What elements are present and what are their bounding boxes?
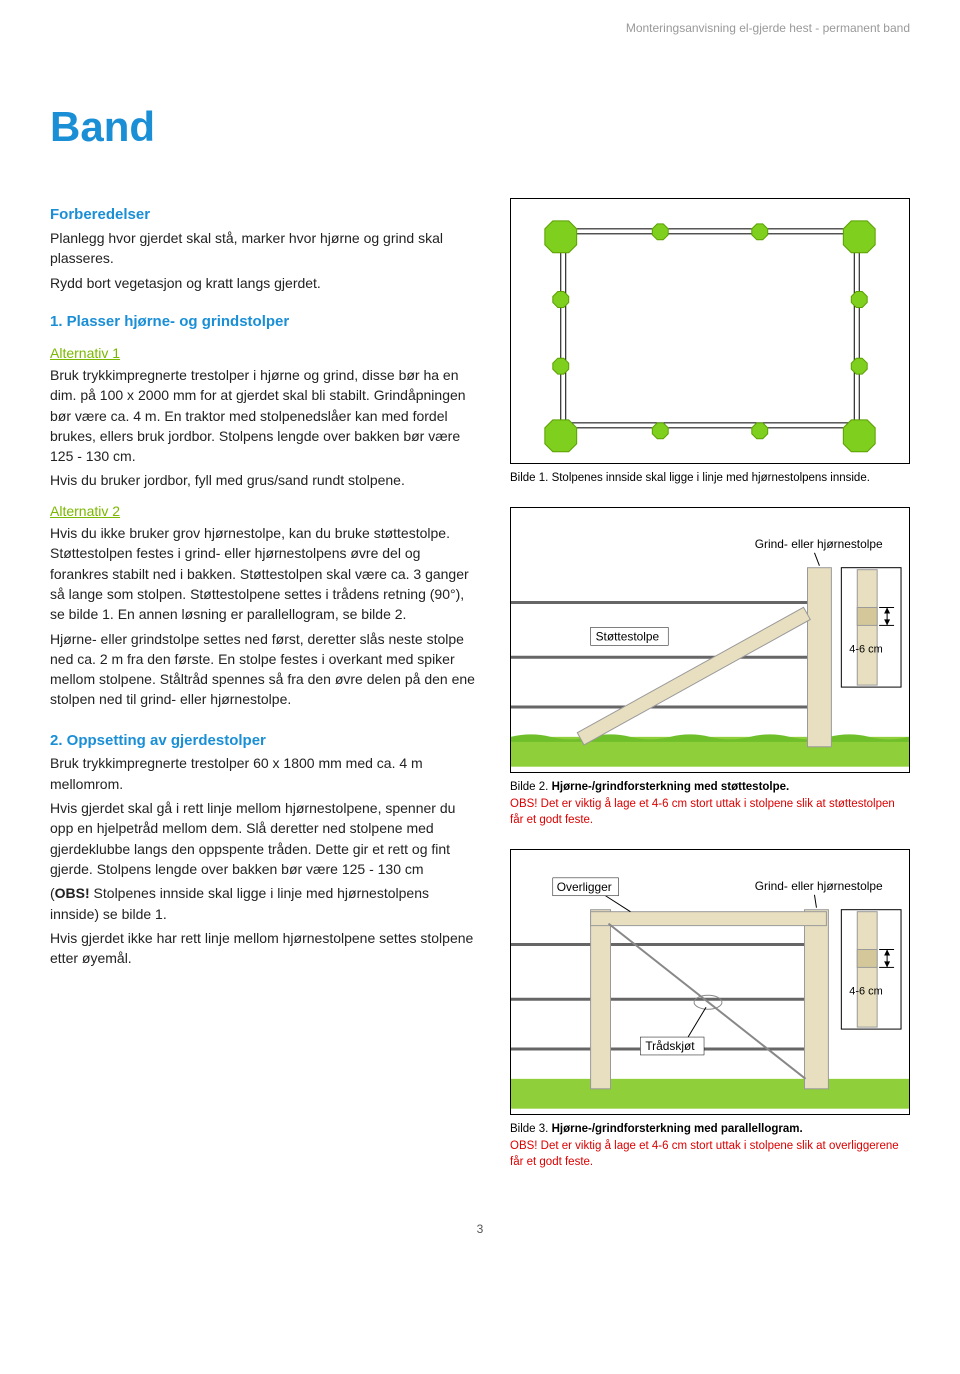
sec2-p2a: Hvis gjerdet skal gå i rett linje mellom…: [50, 798, 480, 879]
sec1-heading: 1. Plasser hjørne- og grindstolper: [50, 311, 480, 333]
caption-1-pre: Bilde 1.: [510, 472, 552, 484]
label-measure-3: 4-6 cm: [849, 985, 882, 997]
alt2-heading: Alternativ 2: [50, 501, 480, 521]
sec2-heading: 2. Oppsetting av gjerdestolper: [50, 730, 480, 752]
main-columns: Forberedelser Planlegg hvor gjerdet skal…: [50, 198, 910, 1191]
caption-3-red: OBS! Det er viktig å lage et 4-6 cm stor…: [510, 1140, 899, 1169]
caption-2: Bilde 2. Hjørne-/grindforsterkning med s…: [510, 779, 910, 829]
alt1-p2: Hvis du bruker jordbor, fyll med grus/sa…: [50, 470, 480, 490]
sec2-obs-line: (OBS! Stolpenes innside skal ligge i lin…: [50, 883, 480, 924]
sec2-p1: Bruk trykkimpregnerte trestolper 60 x 18…: [50, 753, 480, 794]
label-stottestolpe: Støttestolpe: [596, 629, 660, 643]
document-header: Monteringsanvisning el-gjerde hest - per…: [50, 20, 910, 37]
forberedelser-heading: Forberedelser: [50, 204, 480, 226]
label-grind-hjorne-2: Grind- eller hjørnestolpe: [755, 537, 883, 551]
page-title: Band: [50, 97, 910, 158]
caption-2-pre: Bilde 2.: [510, 781, 552, 793]
caption-3: Bilde 3. Hjørne-/grindforsterkning med p…: [510, 1121, 910, 1171]
caption-2-bold: Hjørne-/grindforsterkning med støttestol…: [552, 781, 790, 793]
sec2-p3: Hvis gjerdet ikke har rett linje mellom …: [50, 928, 480, 969]
caption-3-pre: Bilde 3.: [510, 1123, 552, 1135]
alt1-heading: Alternativ 1: [50, 343, 480, 363]
left-column: Forberedelser Planlegg hvor gjerdet skal…: [50, 198, 480, 1191]
caption-1: Bilde 1. Stolpenes innside skal ligge i …: [510, 470, 910, 487]
label-grind-hjorne-3: Grind- eller hjørnestolpe: [755, 879, 883, 893]
figure-1: [510, 198, 910, 464]
label-measure-2: 4-6 cm: [849, 643, 882, 655]
page-number: 3: [50, 1221, 910, 1238]
figure-2: Støttestolpe Grind- eller hjørnestolpe 4…: [510, 507, 910, 773]
sec2-p2b-obs: OBS!: [55, 885, 90, 901]
figure-1-svg: [511, 199, 909, 458]
label-tradskjot: Trådskjøt: [645, 1039, 695, 1053]
figure-3-svg: Overligger Grind- eller hjørnestolpe Trå…: [511, 850, 909, 1109]
caption-2-red: OBS! Det er viktig å lage et 4-6 cm stor…: [510, 798, 895, 827]
forberedelser-p2: Rydd bort vegetasjon og kratt langs gjer…: [50, 273, 480, 293]
forberedelser-p1: Planlegg hvor gjerdet skal stå, marker h…: [50, 228, 480, 269]
caption-1-text: Stolpenes innside skal ligge i linje med…: [552, 472, 870, 484]
sec2-p2b-post: Stolpenes innside skal ligge i linje med…: [50, 885, 429, 921]
figure-2-svg: Støttestolpe Grind- eller hjørnestolpe 4…: [511, 508, 909, 767]
right-column: Bilde 1. Stolpenes innside skal ligge i …: [510, 198, 910, 1191]
figure-3: Overligger Grind- eller hjørnestolpe Trå…: [510, 849, 910, 1115]
alt2-text: Hvis du ikke bruker grov hjørnestolpe, k…: [50, 523, 480, 624]
caption-3-bold: Hjørne-/grindforsterkning med parallello…: [552, 1123, 803, 1135]
alt2-p2: Hjørne- eller grindstolpe settes ned før…: [50, 629, 480, 710]
alt1-text: Bruk trykkimpregnerte trestolper i hjørn…: [50, 365, 480, 466]
label-overligger: Overligger: [557, 880, 612, 894]
